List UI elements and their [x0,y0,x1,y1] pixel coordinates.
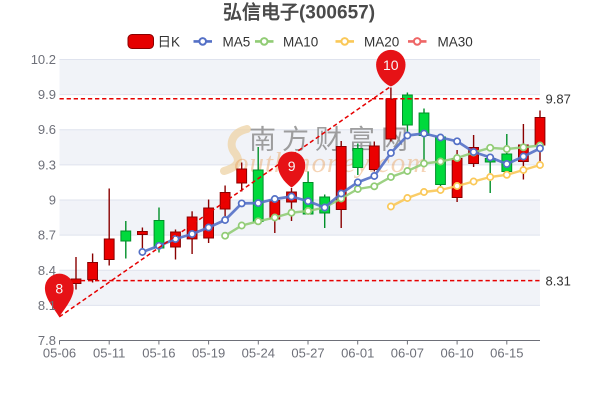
svg-text:06-01: 06-01 [341,346,374,361]
svg-text:9.87: 9.87 [546,91,571,106]
svg-text:MA10: MA10 [283,35,318,50]
svg-text:8: 8 [55,281,63,297]
svg-text:06-07: 06-07 [391,346,424,361]
svg-text:8.1: 8.1 [38,298,56,313]
svg-text:9: 9 [49,193,56,208]
svg-text:9.6: 9.6 [38,122,56,137]
svg-text:MA20: MA20 [364,35,399,50]
svg-text:8.31: 8.31 [546,273,571,288]
svg-text:MA30: MA30 [438,35,473,50]
svg-text:05-11: 05-11 [93,346,125,361]
svg-text:10: 10 [383,57,399,73]
svg-text:8.7: 8.7 [38,228,56,243]
svg-text:10.2: 10.2 [31,52,56,67]
svg-text:9.3: 9.3 [38,157,56,172]
svg-text:06-15: 06-15 [490,346,523,361]
svg-text:弘信电子(300657): 弘信电子(300657) [223,1,375,24]
svg-text:05-06: 05-06 [43,346,76,361]
svg-text:05-16: 05-16 [142,346,175,361]
svg-text:9.9: 9.9 [38,87,56,102]
svg-text:8.4: 8.4 [38,263,56,278]
svg-text:9: 9 [288,158,296,174]
svg-text:05-27: 05-27 [291,346,324,361]
svg-text:05-24: 05-24 [242,346,275,361]
svg-text:7.8: 7.8 [38,333,56,348]
svg-text:日K: 日K [158,35,181,50]
svg-text:05-19: 05-19 [192,346,225,361]
svg-text:06-10: 06-10 [440,346,473,361]
svg-text:MA5: MA5 [223,35,251,50]
